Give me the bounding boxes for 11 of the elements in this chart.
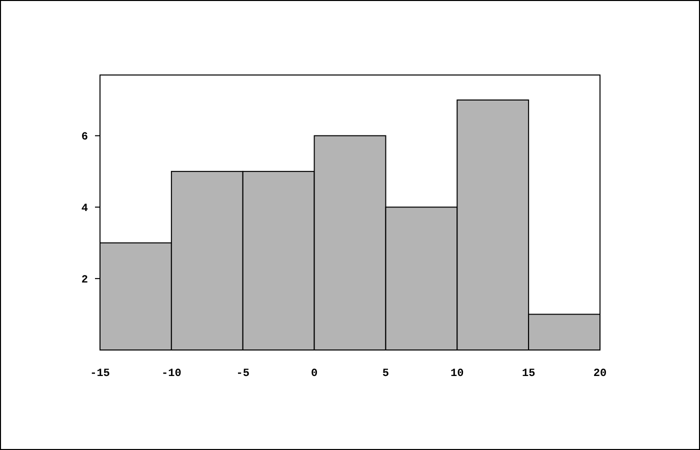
x-tick-label: -10: [162, 368, 182, 380]
x-tick-label: -5: [236, 368, 250, 380]
x-tick-label: -15: [90, 368, 110, 380]
x-tick-label: 5: [382, 368, 390, 380]
x-tick-label: 15: [522, 368, 536, 380]
y-tick-label: 2: [81, 274, 88, 286]
y-tick-label: 4: [81, 202, 88, 215]
x-tick-label: 20: [593, 368, 607, 380]
y-tick-label: 6: [81, 132, 88, 144]
x-tick-label: 0: [310, 368, 318, 380]
x-tick-label: 10: [450, 368, 464, 380]
